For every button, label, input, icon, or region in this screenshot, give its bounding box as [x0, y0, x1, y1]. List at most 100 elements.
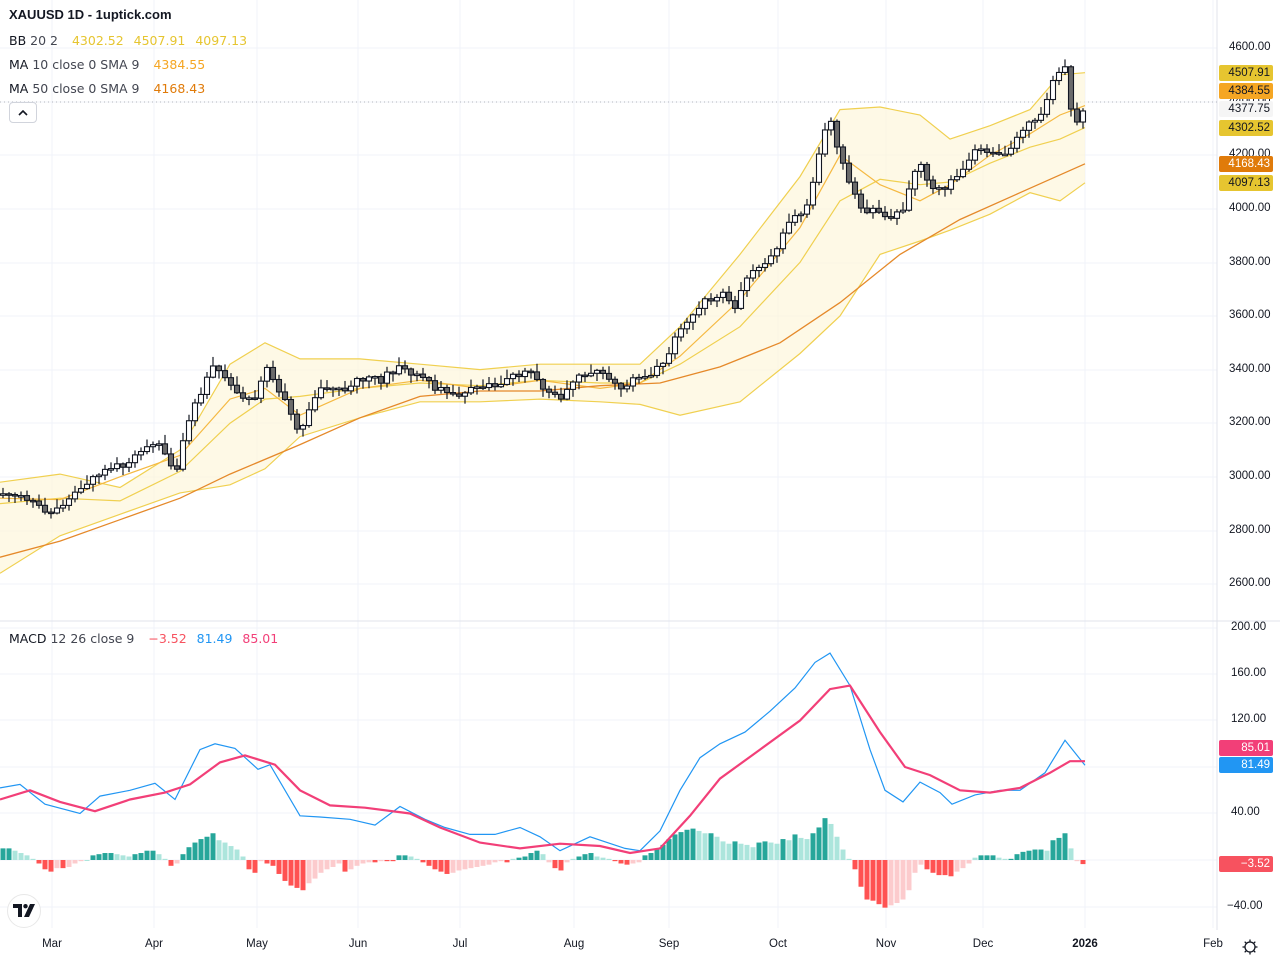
candle-body — [239, 392, 247, 399]
legend-ma10[interactable]: MA 10 close 0 SMA 9 4384.55 — [9, 57, 205, 72]
candle-body — [743, 277, 751, 292]
macd-value-tag: 85.01 — [1219, 740, 1273, 756]
legend-bb-basis: 4302.52 — [71, 33, 124, 48]
legend-bb-name: BB — [9, 33, 27, 48]
macd-histogram-bar — [36, 860, 42, 864]
legend-bb-lower: 4097.13 — [195, 33, 248, 48]
macd-histogram-bar — [1068, 848, 1074, 860]
candle-body — [881, 211, 889, 218]
candle-body — [851, 181, 859, 195]
candle-body — [923, 163, 931, 181]
macd-histogram-bar — [84, 860, 90, 861]
macd-histogram-bar — [960, 860, 966, 869]
candle-body — [413, 373, 421, 377]
time-tick-label: Aug — [563, 938, 585, 950]
candle-body — [359, 377, 367, 382]
macd-histogram-bar — [696, 830, 702, 860]
macd-histogram-bar — [954, 860, 960, 872]
candle-body — [77, 488, 85, 493]
macd-histogram-bar — [162, 858, 168, 860]
macd-histogram-bar — [192, 842, 198, 860]
time-tick-label: Feb — [1203, 938, 1223, 950]
macd-histogram-bar — [456, 860, 462, 871]
macd-histogram-bar — [690, 828, 696, 860]
candle-body — [479, 386, 487, 389]
candle-body — [11, 493, 19, 497]
macd-histogram-bar — [600, 857, 606, 860]
macd-histogram-bar — [144, 850, 150, 860]
price-tick-label: 3600.00 — [1229, 309, 1271, 321]
macd-histogram-bar — [354, 860, 360, 866]
macd-histogram-bar — [462, 860, 468, 870]
candle-body — [227, 377, 235, 386]
candle-body — [491, 383, 499, 388]
candle-body — [203, 376, 211, 396]
macd-histogram-bar — [216, 840, 222, 860]
macd-histogram-bar — [894, 860, 900, 904]
macd-histogram-bar — [984, 855, 990, 860]
macd-histogram-bar — [510, 858, 516, 860]
chevron-up-icon — [18, 109, 28, 116]
macd-histogram-bar — [528, 853, 534, 860]
candle-body — [197, 393, 205, 404]
macd-histogram-bar — [384, 860, 390, 862]
candle-body — [839, 146, 847, 164]
macd-histogram-bar — [636, 860, 642, 863]
macd-histogram-bar — [906, 860, 912, 891]
collapse-legend-button[interactable] — [9, 102, 37, 123]
macd-histogram-bar — [1062, 833, 1068, 860]
macd-histogram-bar — [168, 860, 174, 866]
macd-histogram-bar — [408, 856, 414, 860]
candle-body — [677, 328, 685, 338]
time-tick-label: Dec — [972, 938, 994, 950]
macd-histogram-bar — [360, 860, 366, 864]
macd-histogram-bar — [924, 860, 930, 870]
candle-body — [179, 440, 187, 470]
macd-histogram-bar — [870, 860, 876, 901]
candle-body — [935, 187, 943, 190]
legend-ma10-name: MA — [9, 57, 29, 72]
candle-body — [125, 462, 133, 468]
macd-histogram-bar — [30, 858, 36, 860]
candle-body — [101, 468, 109, 476]
macd-histogram-bar — [378, 860, 384, 862]
macd-histogram-bar — [204, 836, 210, 860]
legend-bb[interactable]: BB 20 2 4302.52 4507.91 4097.13 — [9, 33, 247, 48]
candle-body — [143, 446, 151, 453]
candle-body — [551, 391, 559, 395]
candle-body — [719, 291, 727, 299]
candle-body — [653, 365, 661, 377]
candle-body — [185, 420, 193, 442]
macd-histogram-bar — [654, 849, 660, 860]
candle-body — [389, 371, 397, 375]
macd-histogram-bar — [774, 843, 780, 860]
legend-macd[interactable]: MACD 12 26 close 9 −3.52 81.49 85.01 — [9, 631, 278, 646]
candle-body — [533, 371, 541, 381]
candle-body — [329, 387, 337, 391]
macd-histogram-bar — [282, 860, 288, 881]
time-tick-label: 2026 — [1072, 938, 1098, 950]
candle-body — [221, 370, 229, 379]
candle-body — [959, 168, 967, 178]
candle-body — [617, 382, 625, 390]
time-tick-label: Jul — [452, 938, 468, 950]
candle-body — [161, 443, 169, 455]
candle-body — [383, 371, 391, 384]
candle-body — [647, 374, 655, 378]
macd-histogram-bar — [228, 846, 234, 860]
candle-body — [989, 151, 997, 155]
candle-body — [623, 385, 631, 390]
macd-histogram-bar — [342, 860, 348, 872]
price-tick-label: 3800.00 — [1229, 256, 1271, 268]
ma50-line — [0, 163, 1086, 558]
chart-settings-button[interactable] — [1241, 938, 1259, 956]
legend-ma50[interactable]: MA 50 close 0 SMA 9 4168.43 — [9, 81, 205, 96]
candle-body — [791, 215, 799, 223]
candle-body — [425, 376, 433, 382]
time-tick-label: Nov — [875, 938, 897, 950]
candle-body — [785, 221, 793, 234]
macd-histogram-bar — [270, 860, 276, 866]
bollinger-band-fill — [0, 72, 1085, 574]
tradingview-logo[interactable] — [7, 894, 41, 928]
